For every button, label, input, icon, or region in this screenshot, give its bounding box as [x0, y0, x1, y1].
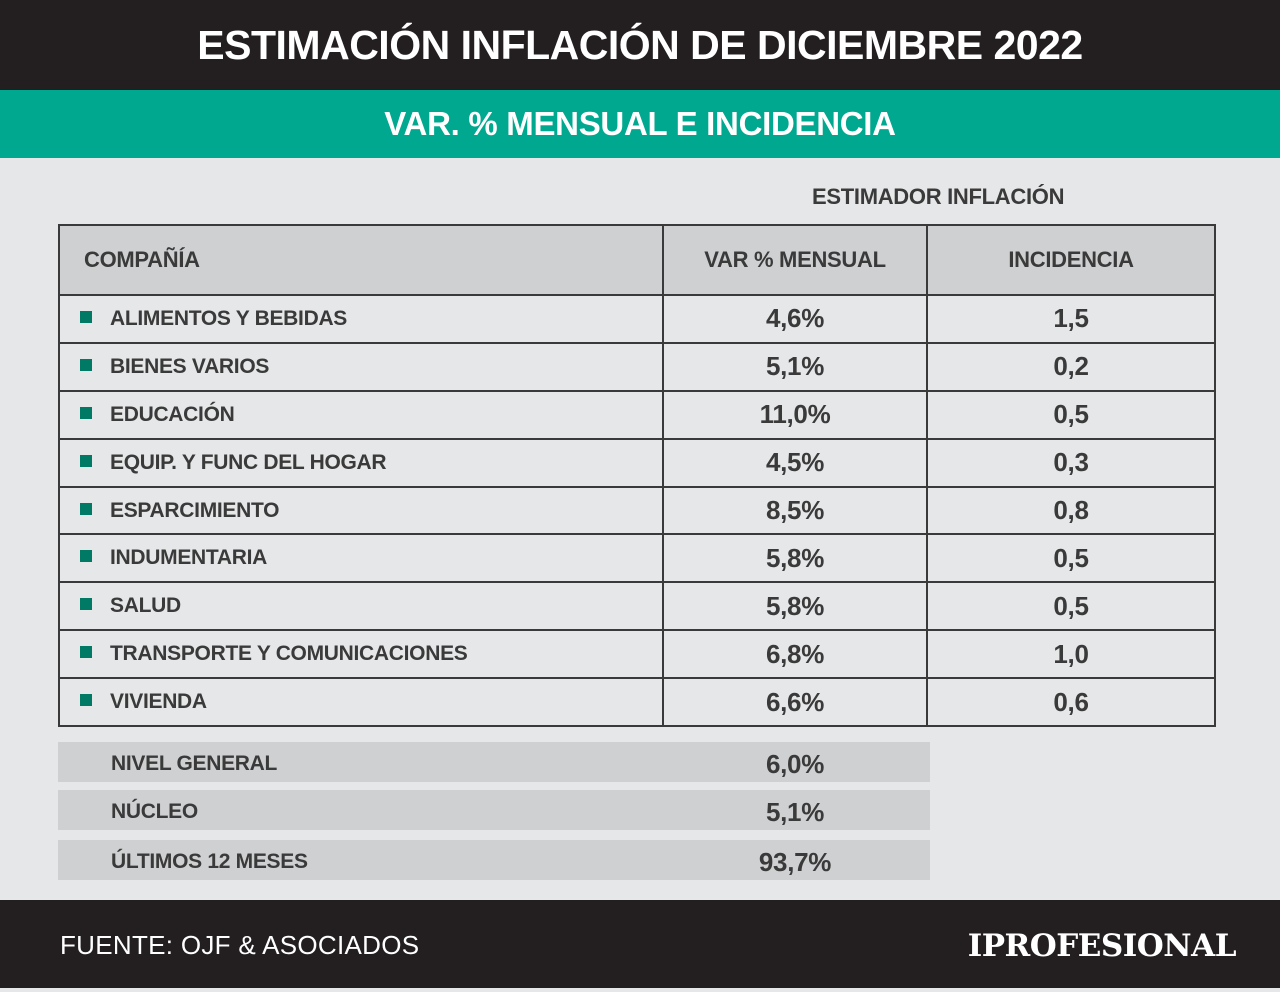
chart-title: ESTIMACIÓN INFLACIÓN DE DICIEMBRE 2022	[0, 0, 1280, 90]
table-header-row: COMPAÑÍA VAR % MENSUAL INCIDENCIA	[60, 226, 1214, 296]
table-row: SALUD 5,8% 0,5	[60, 581, 1214, 632]
summary-label: NÚCLEO	[111, 800, 198, 823]
table-row: ESPARCIMIENTO 8,5% 0,8	[60, 485, 1214, 536]
incidence-cell: 1,0	[926, 629, 1214, 680]
summary-row: NIVEL GENERAL 6,0%	[58, 742, 930, 782]
category-cell: VIVIENDA	[60, 677, 664, 725]
square-bullet-icon	[80, 358, 92, 371]
footer: FUENTE: OJF & ASOCIADOS IPROFESIONAL	[0, 900, 1280, 988]
monthly-var-cell: 5,8%	[662, 581, 928, 632]
column-header-company: COMPAÑÍA	[60, 226, 664, 296]
incidence-cell: 0,5	[926, 389, 1214, 440]
incidence-cell: 0,2	[926, 341, 1214, 392]
category-label: ESPARCIMIENTO	[110, 498, 280, 522]
table-row: VIVIENDA 6,6% 0,6	[60, 677, 1214, 725]
category-label: INDUMENTARIA	[110, 546, 267, 570]
category-cell: INDUMENTARIA	[60, 533, 664, 584]
square-bullet-icon	[80, 694, 92, 707]
summary-row: ÚLTIMOS 12 MESES 93,7%	[58, 840, 930, 880]
incidence-cell: 0,3	[926, 437, 1214, 488]
monthly-var-cell: 6,6%	[662, 677, 928, 725]
category-label: TRANSPORTE Y COMUNICACIONES	[110, 642, 468, 666]
column-header-incidence: INCIDENCIA	[926, 226, 1214, 296]
category-label: EDUCACIÓN	[110, 402, 235, 426]
monthly-var-cell: 5,8%	[662, 533, 928, 584]
category-cell: ESPARCIMIENTO	[60, 485, 664, 536]
summary-label: ÚLTIMOS 12 MESES	[111, 850, 308, 873]
monthly-var-cell: 8,5%	[662, 485, 928, 536]
square-bullet-icon	[80, 598, 92, 611]
summary-label: NIVEL GENERAL	[111, 752, 278, 775]
table-row: INDUMENTARIA 5,8% 0,5	[60, 533, 1214, 584]
source-text: FUENTE: OJF & ASOCIADOS	[60, 930, 420, 960]
square-bullet-icon	[80, 310, 92, 323]
incidence-cell: 0,6	[926, 677, 1214, 725]
square-bullet-icon	[80, 406, 92, 419]
square-bullet-icon	[80, 454, 92, 467]
table-row: EQUIP. Y FUNC DEL HOGAR 4,5% 0,3	[60, 437, 1214, 488]
table-row: TRANSPORTE Y COMUNICACIONES 6,8% 1,0	[60, 629, 1214, 680]
brand-logo: IPROFESIONAL	[967, 928, 1237, 964]
incidence-cell: 1,5	[926, 294, 1214, 344]
square-bullet-icon	[80, 646, 92, 659]
category-label: VIVIENDA	[110, 690, 207, 714]
monthly-var-cell: 11,0%	[662, 389, 928, 440]
category-cell: EDUCACIÓN	[60, 389, 664, 440]
square-bullet-icon	[80, 502, 92, 515]
category-cell: BIENES VARIOS	[60, 341, 664, 392]
category-label: SALUD	[110, 594, 181, 618]
table-row: BIENES VARIOS 5,1% 0,2	[60, 341, 1214, 392]
category-label: ALIMENTOS Y BEBIDAS	[110, 306, 348, 330]
monthly-var-cell: 5,1%	[662, 341, 928, 392]
inflation-table: COMPAÑÍA VAR % MENSUAL INCIDENCIA ALIMEN…	[58, 224, 1216, 727]
summary-value: 5,1%	[765, 797, 825, 827]
chart-subtitle: VAR. % MENSUAL E INCIDENCIA	[0, 90, 1280, 158]
column-header-monthly-var: VAR % MENSUAL	[662, 226, 928, 296]
table-row: ALIMENTOS Y BEBIDAS 4,6% 1,5	[60, 294, 1214, 344]
category-label: BIENES VARIOS	[110, 354, 270, 378]
estimator-label: ESTIMADOR INFLACIÓN	[812, 184, 1065, 209]
incidence-cell: 0,5	[926, 533, 1214, 584]
incidence-cell: 0,5	[926, 581, 1214, 632]
square-bullet-icon	[80, 550, 92, 563]
incidence-cell: 0,8	[926, 485, 1214, 536]
monthly-var-cell: 4,5%	[662, 437, 928, 488]
summary-value: 6,0%	[765, 749, 825, 779]
category-label: EQUIP. Y FUNC DEL HOGAR	[110, 450, 387, 474]
summary-value: 93,7%	[758, 847, 832, 877]
table-body: ALIMENTOS Y BEBIDAS 4,6% 1,5 BIENES VARIOS 5…	[60, 294, 1214, 725]
summary-row: NÚCLEO 5,1%	[58, 790, 930, 830]
category-cell: TRANSPORTE Y COMUNICACIONES	[60, 629, 664, 680]
category-cell: ALIMENTOS Y BEBIDAS	[60, 294, 664, 344]
monthly-var-cell: 4,6%	[662, 294, 928, 344]
category-cell: EQUIP. Y FUNC DEL HOGAR	[60, 437, 664, 488]
monthly-var-cell: 6,8%	[662, 629, 928, 680]
category-cell: SALUD	[60, 581, 664, 632]
table-row: EDUCACIÓN 11,0% 0,5	[60, 389, 1214, 440]
